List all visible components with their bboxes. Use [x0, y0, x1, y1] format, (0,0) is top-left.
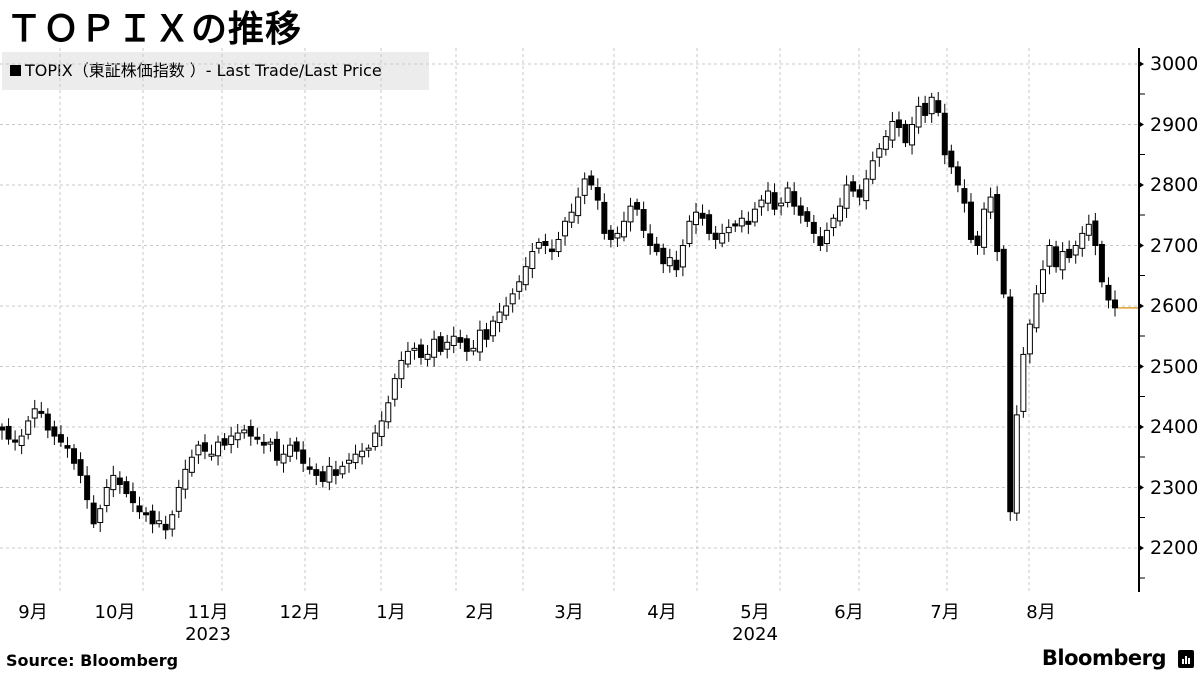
y-tick-label: 2200 [1150, 537, 1199, 559]
x-tick-label: 6月 [834, 602, 864, 623]
legend: TOPIX（東証株価指数 ）- Last Trade/Last Price [2, 52, 429, 90]
x-tick-label: 9月 [18, 602, 48, 623]
legend-label: TOPIX（東証株価指数 ）- Last Trade/Last Price [25, 61, 382, 80]
x-tick-label: 10月 [94, 602, 136, 623]
candlesticks [0, 92, 1139, 540]
y-tick-label: 2900 [1150, 113, 1199, 136]
legend-marker [10, 65, 21, 76]
y-tick-label: 3000 [1150, 53, 1199, 75]
x-tick-label: 8月 [1026, 602, 1056, 623]
year-label: 2023 [185, 624, 231, 645]
x-tick-label: 11月 [187, 602, 229, 623]
y-tick-label: 2500 [1150, 355, 1199, 378]
x-tick-label: 12月 [279, 602, 321, 623]
bloomberg-chart-icon [1178, 650, 1194, 668]
y-tick-label: 2800 [1150, 174, 1199, 196]
y-tick-label: 2700 [1150, 234, 1199, 257]
y-tick-label: 2600 [1150, 295, 1199, 317]
gridlines [0, 48, 1139, 592]
x-tick-label: 3月 [554, 602, 584, 623]
x-tick-label: 7月 [930, 602, 960, 623]
y-tick-label: 2300 [1150, 476, 1199, 499]
y-axis [1138, 48, 1145, 592]
y-tick-label: 2400 [1150, 416, 1199, 438]
x-tick-label: 4月 [647, 602, 677, 623]
x-tick-label: 2月 [465, 602, 495, 623]
source-note: Source: Bloomberg [6, 651, 179, 670]
year-label: 2024 [732, 624, 778, 645]
chart-title: ＴＯＰＩＸの推移 [6, 9, 303, 50]
x-tick-label: 5月 [740, 602, 770, 623]
x-tick-label: 1月 [376, 602, 406, 623]
bloomberg-logo: Bloomberg [1041, 646, 1167, 670]
